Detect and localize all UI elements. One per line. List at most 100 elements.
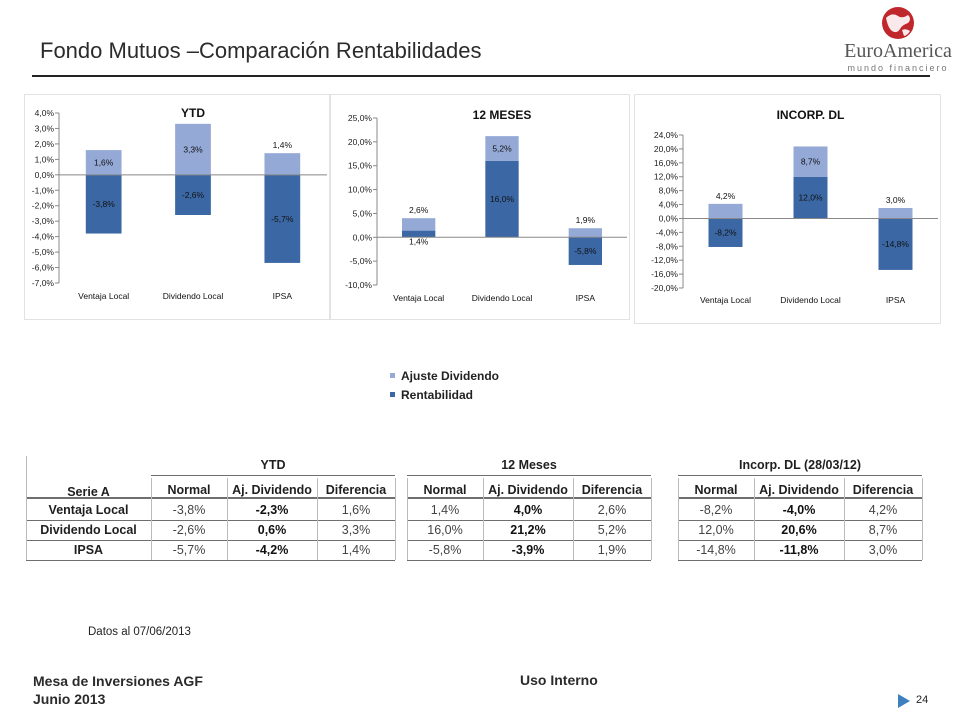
logo-wordmark: EuroAmerica bbox=[844, 40, 952, 62]
table-subheader: Aj. Dividendo bbox=[759, 483, 839, 497]
x-category-label: Ventaja Local bbox=[78, 291, 129, 301]
bar-rentabilidad bbox=[402, 230, 436, 238]
y-tick-label: -2,0% bbox=[32, 201, 55, 211]
row-rule bbox=[151, 520, 395, 521]
group-header-rule bbox=[678, 475, 922, 476]
row-rule bbox=[26, 560, 151, 561]
y-tick-label: 8,0% bbox=[659, 186, 679, 196]
table-cell: 3,3% bbox=[341, 523, 371, 537]
table-subheader: Normal bbox=[167, 483, 211, 497]
y-tick-label: -6,0% bbox=[32, 263, 55, 273]
table-left-border bbox=[26, 456, 27, 560]
x-category-label: Dividendo Local bbox=[780, 295, 841, 305]
footer-date-line: Junio 2013 bbox=[33, 691, 106, 707]
bar-rentabilidad bbox=[708, 218, 743, 247]
table-cell: -5,7% bbox=[172, 543, 206, 557]
table-cell: -14,8% bbox=[696, 543, 736, 557]
bar-ajuste bbox=[793, 146, 828, 177]
y-tick-label: -1,0% bbox=[32, 185, 55, 195]
table-column-divider bbox=[678, 478, 679, 560]
data-label-rentabilidad: 16,0% bbox=[490, 194, 515, 204]
x-category-label: Ventaja Local bbox=[393, 293, 444, 303]
table-subheader: Diferencia bbox=[325, 483, 387, 497]
row-rule bbox=[151, 540, 395, 541]
data-label-ajuste: 3,3% bbox=[183, 144, 203, 154]
x-category-label: Dividendo Local bbox=[472, 293, 533, 303]
footer-department: Mesa de Inversiones AGF Junio 2013 bbox=[33, 672, 203, 708]
bar-ajuste bbox=[568, 228, 602, 238]
y-tick-label: 10,0% bbox=[348, 185, 373, 195]
ytd-chart-panel: YTD 4,0% 3,0% 2,0% 1,0% 0,0% -1,0% -2,0% -3,0% -4… bbox=[24, 94, 330, 320]
y-tick-label: -12,0% bbox=[651, 255, 678, 265]
y-tick-label: 0,0% bbox=[35, 170, 55, 180]
table-cell: 16,0% bbox=[427, 523, 463, 537]
bar-rentabilidad bbox=[264, 174, 301, 263]
y-tick-label: -3,0% bbox=[32, 216, 55, 226]
table-cell: 1,9% bbox=[597, 543, 627, 557]
legend-item-rentabilidad: Rentabilidad bbox=[390, 385, 499, 404]
table-subheader: Diferencia bbox=[581, 483, 643, 497]
next-arrow-icon[interactable] bbox=[898, 694, 910, 708]
y-tick-label: -4,0% bbox=[656, 227, 679, 237]
row-rule bbox=[151, 560, 395, 561]
y-tick-label: 16,0% bbox=[654, 158, 679, 168]
x-category-label: Ventaja Local bbox=[700, 295, 751, 305]
bar-rentabilidad bbox=[793, 176, 828, 219]
data-label-rentabilidad: 1,4% bbox=[409, 237, 429, 247]
y-tick-label: 1,0% bbox=[35, 154, 55, 164]
y-tick-label: -20,0% bbox=[651, 283, 678, 293]
group-header-rule bbox=[151, 475, 395, 476]
chart-title: 12 MESES bbox=[473, 108, 532, 122]
y-tick-label: 20,0% bbox=[348, 137, 373, 147]
y-tick-label: 24,0% bbox=[654, 130, 679, 140]
data-label-ajuste: 1,9% bbox=[576, 215, 596, 225]
euroamerica-logo: EuroAmerica mundo financiero bbox=[842, 6, 954, 73]
table-cell: 20,6% bbox=[781, 523, 817, 537]
chart-title: YTD bbox=[181, 106, 205, 120]
y-tick-label: 25,0% bbox=[348, 113, 373, 123]
incorp-dl-chart-panel: INCORP. DL 24,0% 20,0% 16,0% 12,0% 8,0% 4,0% 0,… bbox=[634, 94, 941, 324]
table-column-divider bbox=[844, 478, 845, 560]
data-label-rentabilidad: 12,0% bbox=[798, 193, 823, 203]
bar-rentabilidad bbox=[85, 174, 122, 234]
table-column-divider bbox=[754, 478, 755, 560]
chart-title: INCORP. DL bbox=[777, 108, 845, 122]
bar-ajuste bbox=[878, 208, 913, 219]
incorp-dl-chart: INCORP. DL 24,0% 20,0% 16,0% 12,0% 8,0% 4,0% 0,… bbox=[651, 108, 938, 305]
y-tick-label: 2,0% bbox=[35, 139, 55, 149]
table-row-name: Ventaja Local bbox=[48, 503, 129, 517]
x-category-label: IPSA bbox=[273, 291, 293, 301]
row-rule bbox=[407, 540, 651, 541]
page-number: 24 bbox=[916, 694, 929, 706]
table-group-header: 12 Meses bbox=[501, 458, 557, 472]
y-tick-label: 3,0% bbox=[35, 123, 55, 133]
table-column-divider bbox=[151, 478, 152, 560]
data-label-ajuste: 3,0% bbox=[886, 195, 906, 205]
ytd-chart: YTD 4,0% 3,0% 2,0% 1,0% 0,0% -1,0% -2,0% -3,0% -4… bbox=[32, 106, 327, 301]
y-tick-label: -5,0% bbox=[32, 247, 55, 257]
row-rule bbox=[26, 520, 151, 521]
data-date-note: Datos al 07/06/2013 bbox=[88, 626, 191, 638]
row-rule bbox=[26, 540, 151, 541]
group-header-rule bbox=[407, 475, 651, 476]
bar-rentabilidad bbox=[485, 160, 519, 238]
chart-legend: Ajuste Dividendo Rentabilidad bbox=[390, 366, 499, 404]
table-cell: -5,8% bbox=[428, 543, 462, 557]
legend-item-ajuste: Ajuste Dividendo bbox=[390, 366, 499, 385]
data-label-ajuste: 8,7% bbox=[801, 157, 821, 167]
page-title: Fondo Mutuos –Comparación Rentabilidades bbox=[40, 38, 482, 63]
table-cell: 4,2% bbox=[868, 503, 898, 517]
bar-ajuste bbox=[402, 218, 436, 231]
table-column-divider bbox=[651, 478, 652, 560]
bar-rentabilidad bbox=[175, 174, 211, 215]
12-meses-chart: 12 MESES 25,0% 20,0% 15,0% 10,0% 5,0% 0,0% -5,0… bbox=[345, 108, 627, 303]
data-label-rentabilidad: -5,8% bbox=[574, 246, 597, 256]
legend-swatch-ajuste bbox=[390, 373, 395, 378]
y-tick-label: -5,0% bbox=[350, 256, 373, 266]
y-tick-label: 4,0% bbox=[659, 200, 679, 210]
table-cell: 21,2% bbox=[510, 523, 546, 537]
y-tick-label: 20,0% bbox=[654, 144, 679, 154]
12-meses-chart-panel: 12 MESES 25,0% 20,0% 15,0% 10,0% 5,0% 0,0% -5,0… bbox=[330, 94, 630, 320]
table-subheader: Aj. Dividendo bbox=[232, 483, 312, 497]
table-cell: -4,0% bbox=[782, 503, 816, 517]
